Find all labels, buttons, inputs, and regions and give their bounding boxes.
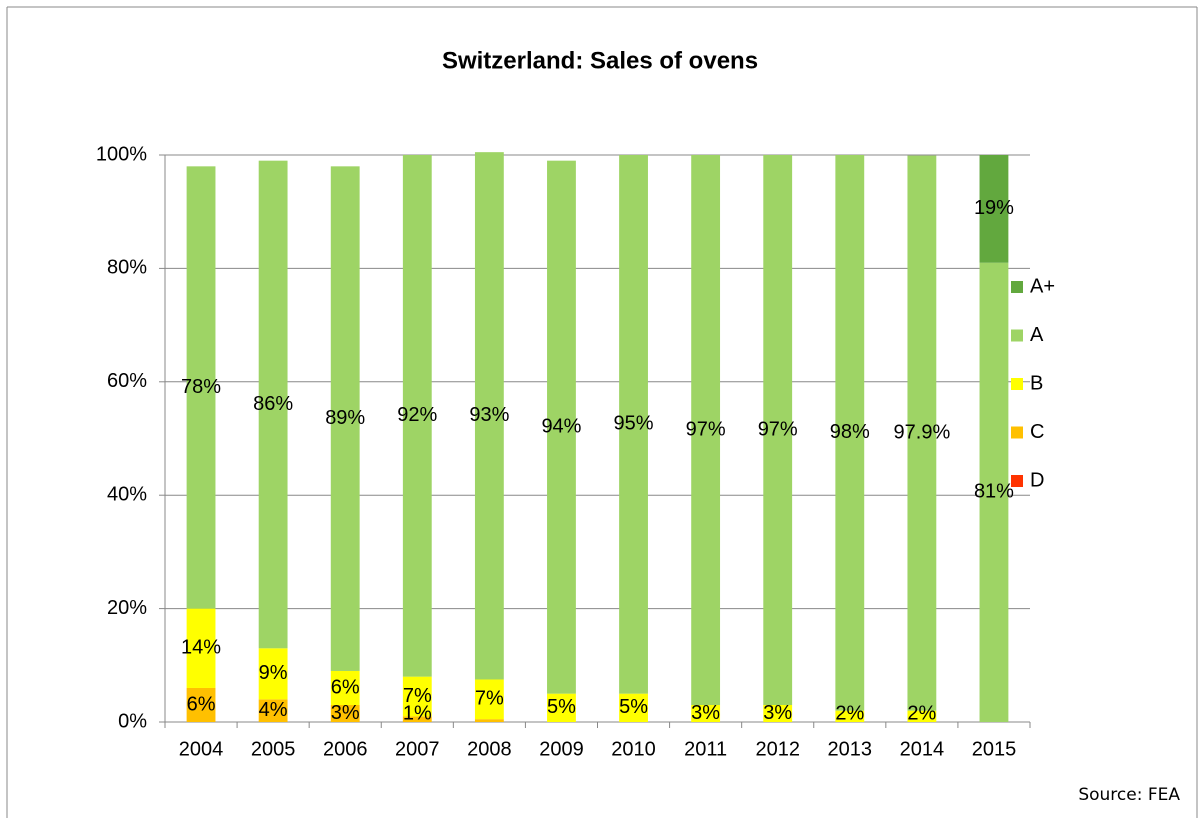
data-label: 92%	[397, 404, 437, 426]
bar-segment	[619, 155, 648, 694]
data-label: 19%	[974, 197, 1014, 219]
bar-segment	[691, 704, 721, 722]
bar-segment	[907, 155, 937, 711]
bar-segment	[907, 710, 937, 722]
legend-swatch	[1011, 329, 1023, 342]
x-tick-label: 2005	[251, 738, 296, 760]
bar-segment	[402, 676, 432, 717]
data-label: 78%	[181, 376, 221, 398]
bar-segment	[835, 710, 865, 722]
data-label: 81%	[974, 481, 1014, 503]
y-tick-label: 60%	[107, 370, 147, 392]
data-label: 2%	[907, 702, 936, 724]
legend-label: B	[1030, 372, 1043, 394]
data-label: 14%	[181, 637, 221, 659]
data-label: 1%	[403, 702, 432, 724]
legend-swatch	[1011, 281, 1023, 293]
data-label: 94%	[541, 415, 581, 437]
x-tick-label: 2013	[828, 738, 873, 760]
data-label: 6%	[187, 693, 216, 715]
x-tick-label: 2007	[395, 738, 440, 760]
x-tick-label: 2011	[684, 738, 727, 760]
legend-label: D	[1030, 469, 1044, 491]
bar-segment	[979, 262, 1009, 722]
x-tick-label: 2012	[755, 738, 800, 760]
data-label: 86%	[253, 393, 293, 415]
legend-swatch	[1011, 426, 1023, 439]
y-tick-label: 100%	[96, 143, 147, 165]
bar-segment	[691, 155, 721, 705]
data-label: 4%	[259, 699, 288, 721]
data-label: 5%	[619, 696, 648, 718]
data-label: 3%	[331, 702, 360, 724]
data-label: 97%	[758, 418, 798, 440]
data-label: 3%	[691, 702, 720, 724]
y-tick-label: 20%	[107, 597, 147, 619]
source: Source: FEA	[1078, 785, 1180, 805]
bar-segment	[474, 719, 504, 722]
legend-label: C	[1030, 421, 1044, 443]
legend-label: A	[1030, 324, 1044, 346]
y-tick-label: 40%	[107, 483, 147, 505]
bar-segment	[258, 160, 288, 649]
data-label: 6%	[331, 676, 360, 698]
bar-segment	[474, 679, 504, 720]
data-label: 7%	[475, 688, 504, 710]
x-tick-label: 2004	[179, 738, 224, 760]
y-tick-label: 0%	[118, 710, 147, 732]
x-tick-label: 2014	[900, 738, 945, 760]
data-label: 9%	[259, 662, 288, 684]
data-label: 97.9%	[894, 421, 951, 443]
bar-segment	[330, 166, 360, 671]
bar-segment	[763, 704, 793, 722]
bar-segment	[330, 704, 360, 722]
data-label: 97%	[686, 418, 726, 440]
bar-segment	[763, 155, 793, 705]
x-tick-label: 2009	[539, 738, 584, 760]
data-label: 93%	[469, 404, 509, 426]
bar-segment	[258, 648, 288, 700]
legend-swatch	[1011, 475, 1023, 487]
bar-segment	[186, 608, 216, 688]
x-tick-label: 2010	[611, 738, 656, 760]
bar-segment	[402, 155, 432, 677]
bar-segment	[979, 155, 1009, 263]
data-label: 95%	[614, 413, 654, 435]
bar-segment	[186, 687, 216, 722]
bar-segment	[547, 693, 576, 722]
x-tick-label: 2006	[323, 738, 368, 760]
data-label: 3%	[763, 702, 792, 724]
x-tick-label: 2015	[972, 738, 1017, 760]
bar-segment	[402, 716, 432, 722]
bar-segment	[258, 699, 288, 722]
y-tick-label: 80%	[107, 257, 147, 279]
bar-segment	[547, 160, 576, 694]
bar-segment	[330, 670, 360, 705]
chart-title: Switzerland: Sales of ovens	[442, 47, 758, 74]
bar-segment	[835, 155, 865, 711]
data-label: 7%	[403, 685, 432, 707]
bar-segment	[186, 166, 216, 609]
data-label: 5%	[547, 696, 576, 718]
legend-label: A+	[1030, 275, 1055, 297]
bar-segment	[474, 152, 504, 680]
data-label: 89%	[325, 407, 365, 429]
data-label: 2%	[835, 702, 864, 724]
legend-swatch	[1011, 378, 1023, 390]
bar-segment	[619, 693, 648, 722]
x-tick-label: 2008	[467, 738, 512, 760]
data-label: 98%	[830, 421, 870, 443]
